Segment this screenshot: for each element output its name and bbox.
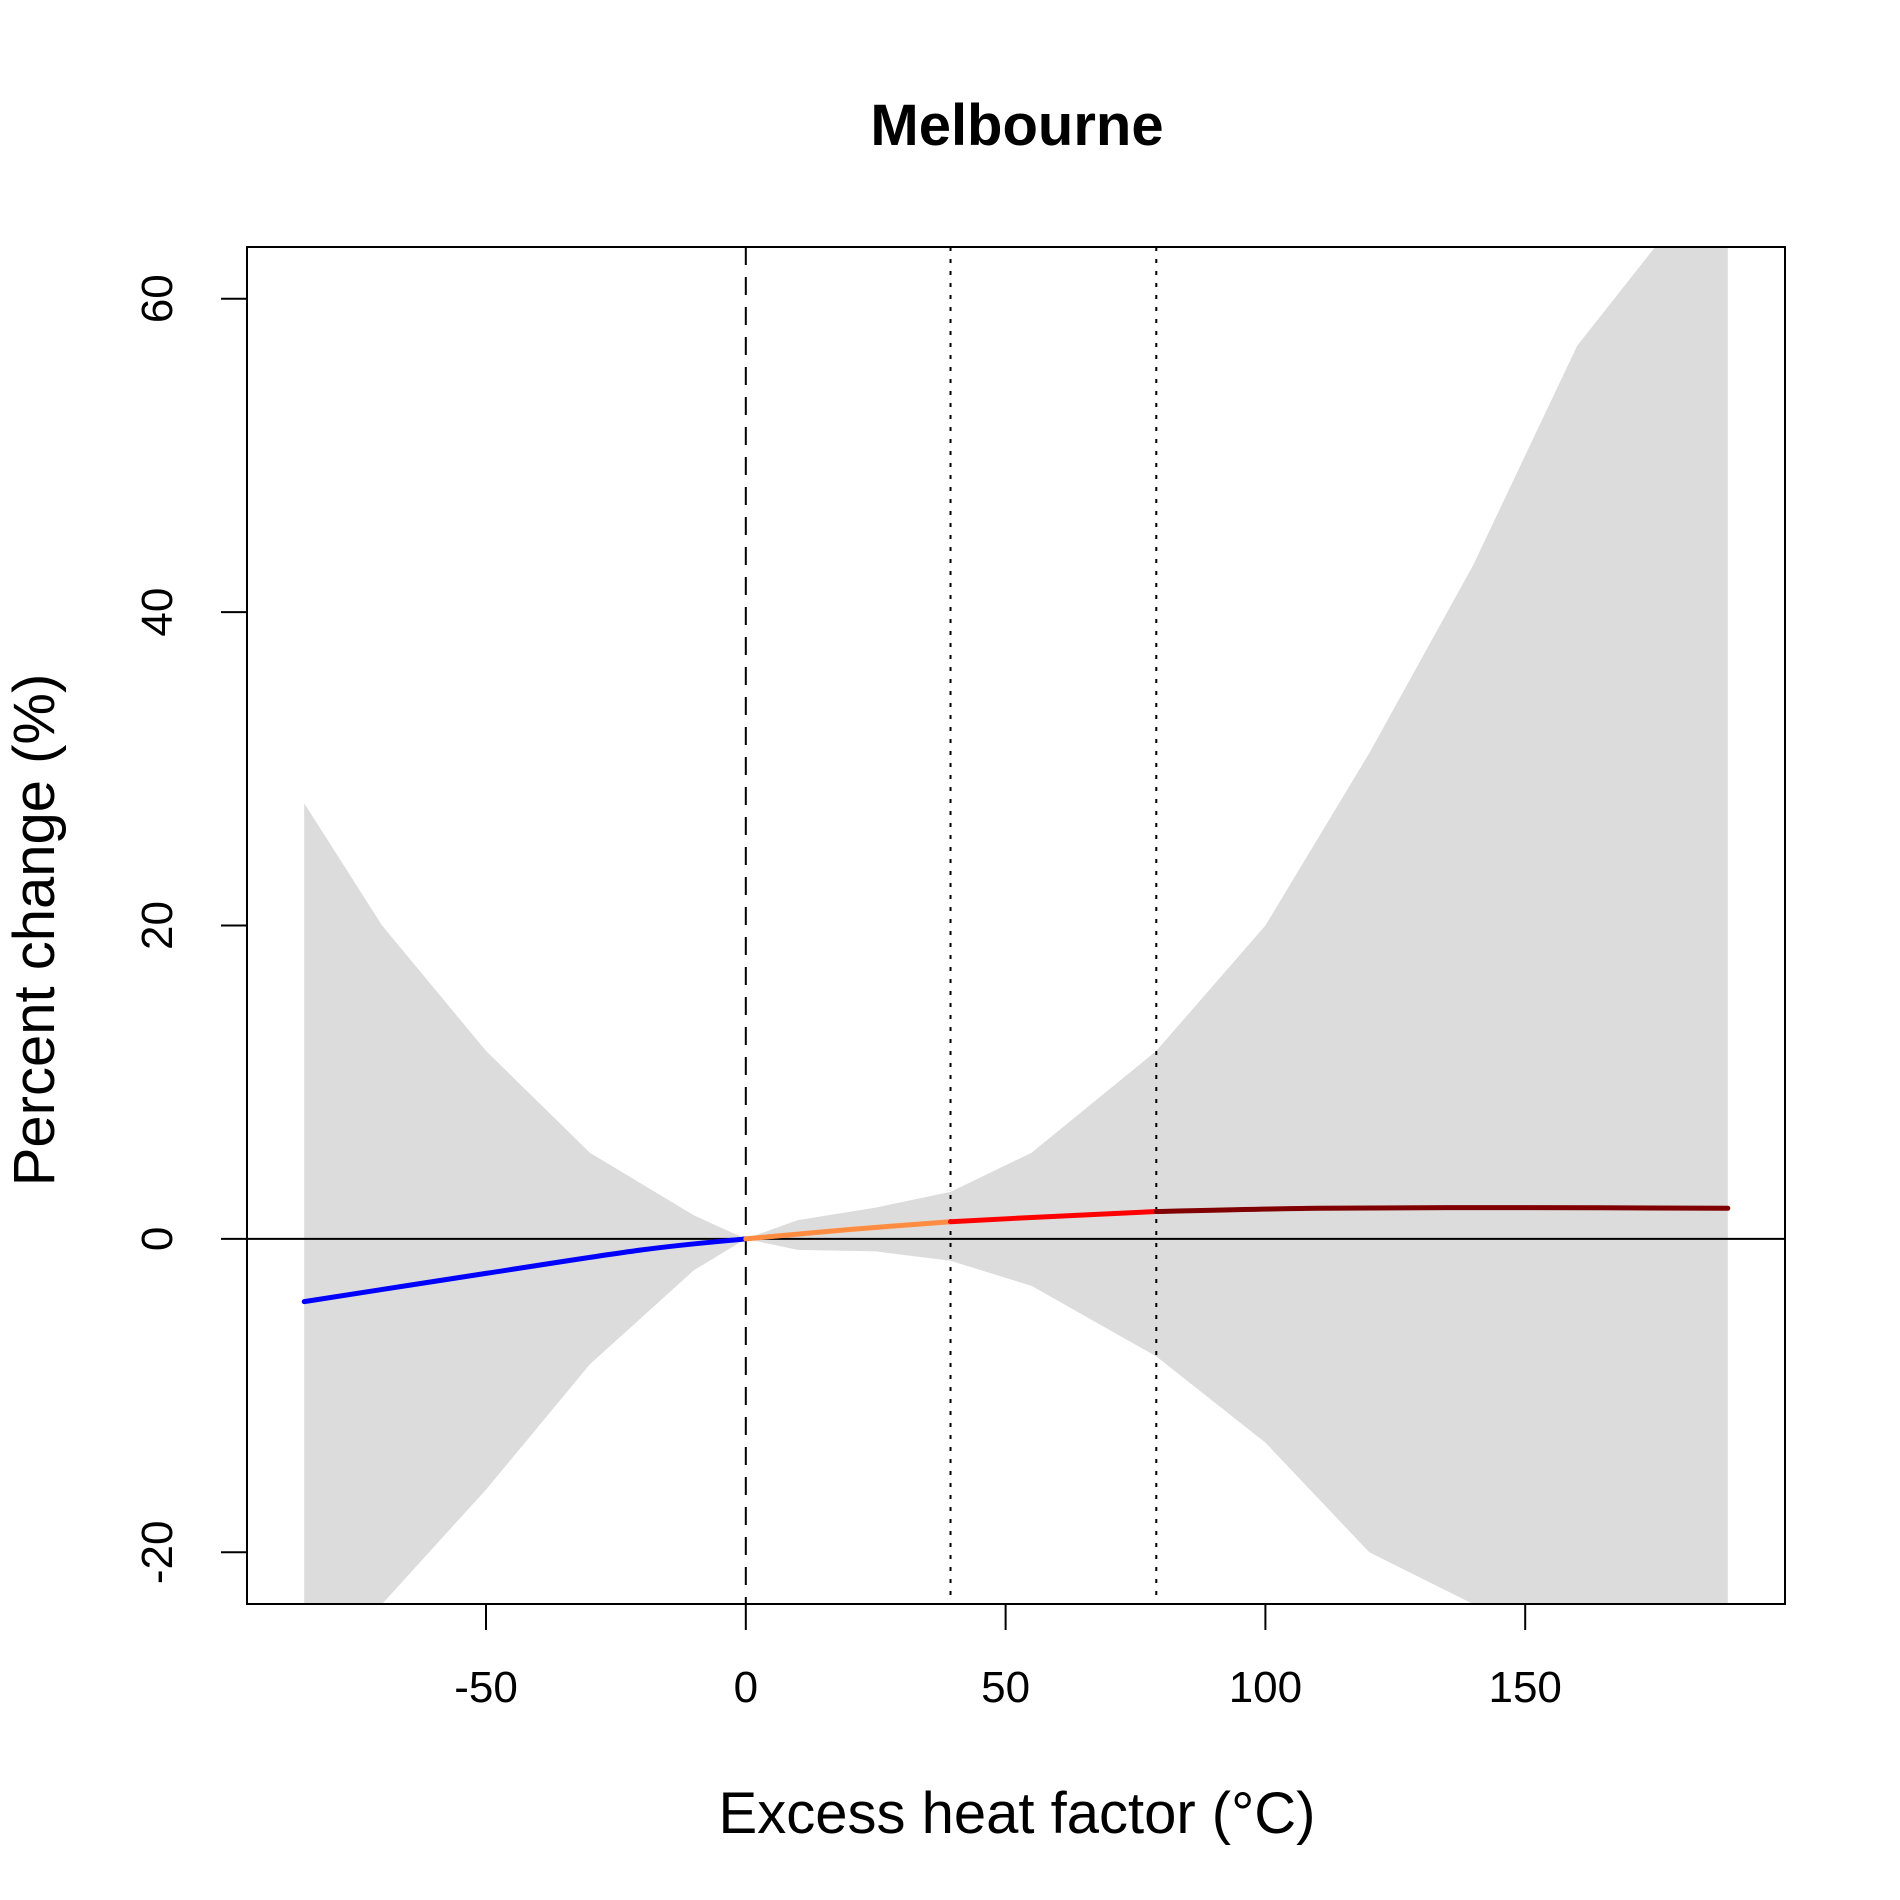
axes: -50 0 50 100 150 -20 0 20 40 60 — [133, 246, 1786, 1712]
series-line-3 — [948, 1209, 1159, 1225]
x-tick-label: 100 — [1229, 1663, 1302, 1712]
confidence-band — [304, 247, 1728, 1604]
y-tick-label: 20 — [133, 901, 182, 950]
x-tick-label: 150 — [1488, 1663, 1561, 1712]
y-tick-label: 0 — [133, 1227, 182, 1251]
series-line-4 — [1153, 1205, 1731, 1214]
y-tick-label: 60 — [133, 274, 182, 323]
y-axis-label: Percent change (%) — [2, 674, 67, 1187]
plot-content — [247, 247, 1785, 1604]
series-line-1 — [301, 1236, 749, 1305]
x-tick-label: 0 — [734, 1663, 758, 1712]
x-tick-label: -50 — [454, 1663, 518, 1712]
plot-area — [247, 247, 1785, 1604]
series-line-2 — [743, 1219, 953, 1242]
y-tick-label: -20 — [133, 1521, 182, 1585]
x-tick-label: 50 — [981, 1663, 1030, 1712]
x-axis-label: Excess heat factor (°C) — [719, 1781, 1316, 1846]
y-tick-label: 40 — [133, 588, 182, 637]
chart-title: Melbourne — [870, 93, 1163, 158]
